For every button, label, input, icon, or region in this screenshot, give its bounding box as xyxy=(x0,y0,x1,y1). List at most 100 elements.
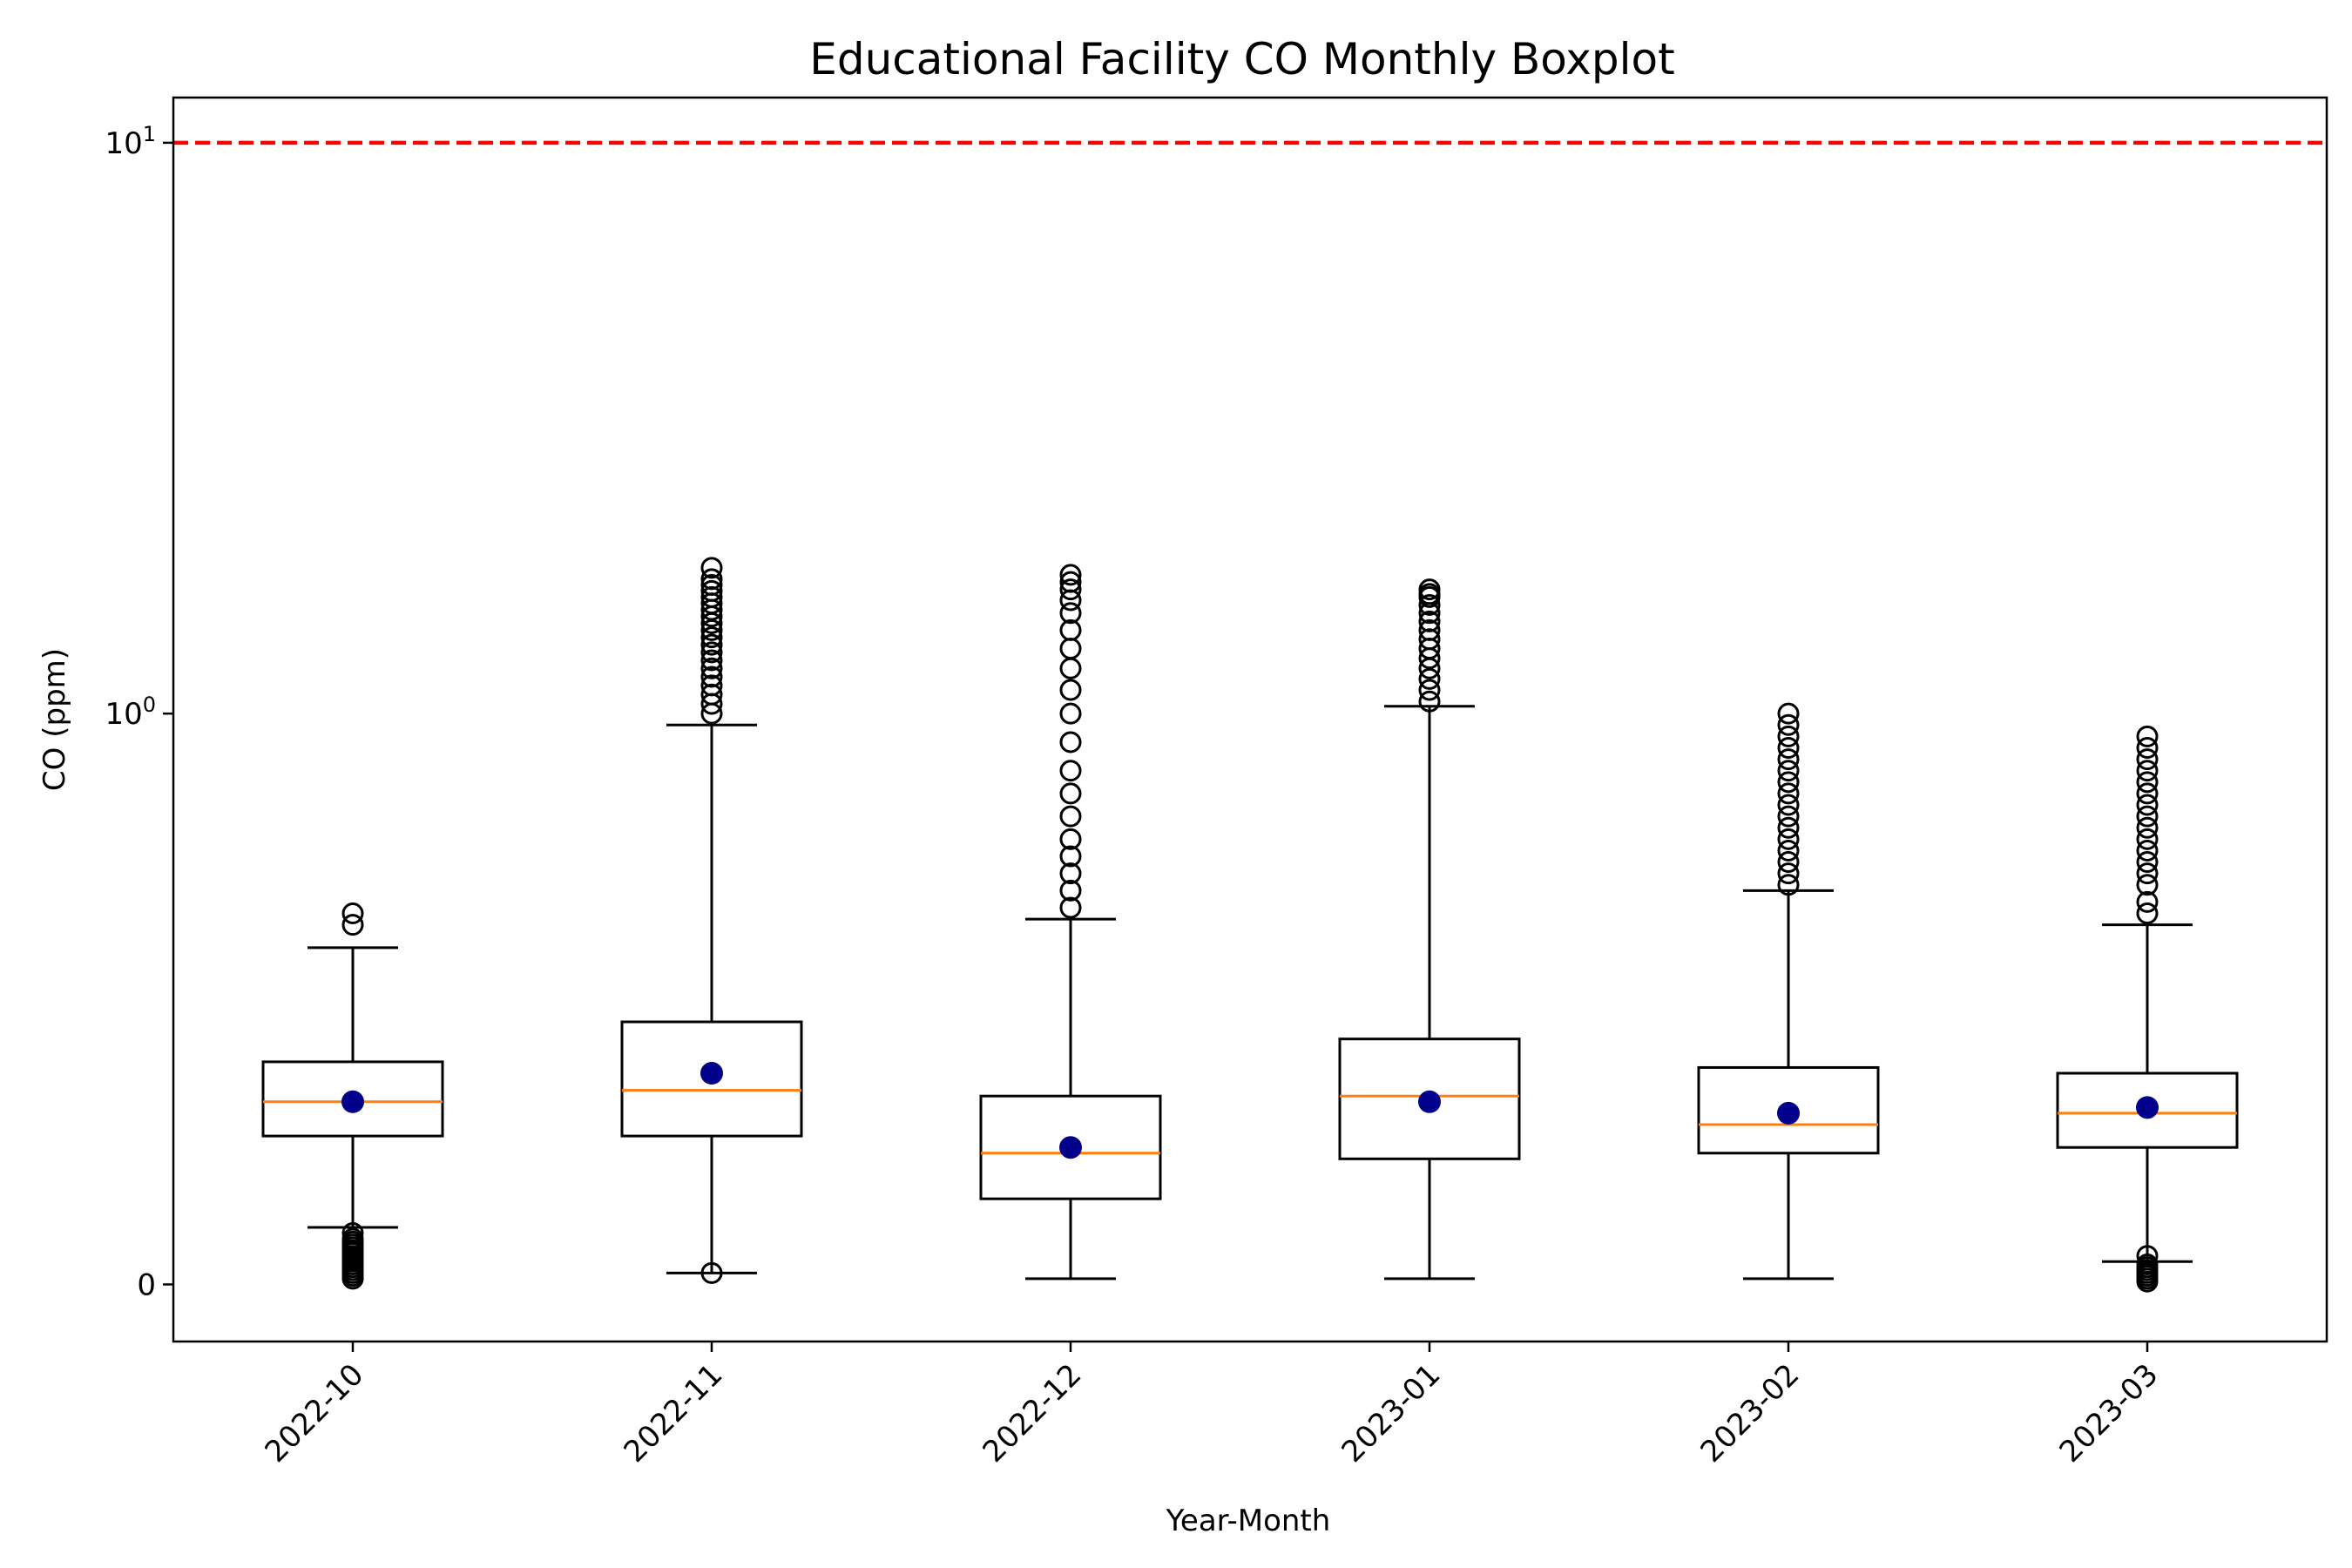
outlier-point xyxy=(1059,679,1082,701)
box xyxy=(1697,1065,1880,1155)
outlier-point xyxy=(1059,602,1082,625)
outlier-point xyxy=(1059,782,1082,805)
outlier-point xyxy=(1059,805,1082,828)
outlier-point xyxy=(1777,713,1800,736)
outlier-point xyxy=(700,641,723,664)
mean-point xyxy=(341,1090,364,1113)
outlier-point xyxy=(2136,760,2159,782)
box-group xyxy=(1697,702,1880,1281)
plot-frame xyxy=(172,96,2328,1343)
mean-point xyxy=(700,1062,723,1085)
outlier-point xyxy=(1418,667,1441,690)
outlier-point xyxy=(2136,862,2159,885)
outlier-point xyxy=(700,579,723,602)
outlier-point xyxy=(700,557,723,579)
outlier-point xyxy=(1777,736,1800,759)
outlier-point xyxy=(1418,610,1441,632)
outlier-point xyxy=(1418,618,1441,641)
outlier-point xyxy=(1059,760,1082,782)
mean-point xyxy=(1418,1090,1441,1113)
outlier-point xyxy=(1059,571,1082,593)
chart-title: Educational Facility CO Monthly Boxplot xyxy=(809,34,1674,84)
outlier-point xyxy=(2136,851,2159,874)
box-group xyxy=(1338,578,1521,1281)
outlier-point xyxy=(2136,1254,2159,1276)
outlier-point xyxy=(2136,794,2159,816)
outlier-point xyxy=(1777,805,1800,828)
outlier-point xyxy=(2136,890,2159,913)
plot-marks xyxy=(173,140,2327,1293)
outlier-point xyxy=(2136,902,2159,925)
outlier-point xyxy=(1418,628,1441,651)
x-axis-label: Year-Month xyxy=(1166,1504,1331,1538)
outlier-point xyxy=(1059,618,1082,641)
outlier-point xyxy=(341,1227,364,1250)
outlier-point xyxy=(1777,851,1800,874)
box xyxy=(261,1060,444,1138)
outlier-point xyxy=(1777,760,1800,782)
outlier-point xyxy=(700,626,723,649)
outlier-point xyxy=(2136,1245,2159,1267)
box xyxy=(2056,1071,2239,1149)
outlier-point xyxy=(700,666,723,688)
outlier-point xyxy=(1777,748,1800,771)
outlier-point xyxy=(2136,736,2159,759)
outlier-point xyxy=(1418,593,1441,616)
outlier-point xyxy=(1777,702,1800,725)
box-group xyxy=(261,902,444,1290)
outlier-point xyxy=(1059,578,1082,601)
outlier-point xyxy=(1777,782,1800,805)
box-group xyxy=(620,557,803,1284)
outlier-point xyxy=(1059,879,1082,902)
outlier-point xyxy=(2136,782,2159,805)
box xyxy=(979,1094,1162,1200)
outlier-point xyxy=(1777,771,1800,794)
outlier-point xyxy=(1059,564,1082,586)
outlier-point xyxy=(1418,578,1441,601)
outlier-point xyxy=(1059,702,1082,725)
outlier-point xyxy=(341,1221,364,1244)
outlier-point xyxy=(700,649,723,672)
outlier-point xyxy=(2136,816,2159,839)
outlier-point xyxy=(1059,896,1082,919)
outlier-point xyxy=(1777,794,1800,816)
outlier-point xyxy=(700,568,723,591)
outlier-point xyxy=(2136,805,2159,828)
outlier-point xyxy=(700,1261,723,1284)
outlier-point xyxy=(700,574,723,597)
outlier-point xyxy=(700,657,723,679)
outlier-point xyxy=(1777,874,1800,896)
box-group xyxy=(979,564,1162,1281)
box xyxy=(1338,1037,1521,1160)
outlier-point xyxy=(700,683,723,706)
y-axis-label: CO (ppm) xyxy=(37,648,72,791)
outlier-point xyxy=(1059,731,1082,754)
y-tick-label: 0 xyxy=(137,1267,156,1302)
outlier-point xyxy=(700,674,723,697)
outlier-point xyxy=(2136,828,2159,850)
outlier-point xyxy=(341,902,364,925)
y-ticks: 0 100 101 xyxy=(105,122,173,1302)
outlier-point xyxy=(700,633,723,656)
y-tick-label: 101 xyxy=(105,122,156,161)
outlier-point xyxy=(1777,862,1800,885)
outlier-point xyxy=(2136,771,2159,794)
box-group xyxy=(2056,725,2239,1293)
outlier-point xyxy=(1059,828,1082,850)
box xyxy=(620,1020,803,1138)
outlier-point xyxy=(1777,725,1800,747)
outlier-point xyxy=(341,914,364,936)
outlier-point xyxy=(2136,725,2159,747)
outlier-point xyxy=(1777,828,1800,850)
outlier-point xyxy=(1059,862,1082,885)
outlier-point xyxy=(2136,748,2159,771)
mean-point xyxy=(1059,1136,1082,1159)
outlier-point xyxy=(1777,816,1800,839)
outlier-point xyxy=(1059,845,1082,868)
mean-point xyxy=(1777,1101,1800,1125)
outlier-point xyxy=(1418,690,1441,713)
mean-point xyxy=(2136,1096,2159,1119)
y-tick-label: 100 xyxy=(105,693,156,732)
outlier-point xyxy=(1777,839,1800,862)
